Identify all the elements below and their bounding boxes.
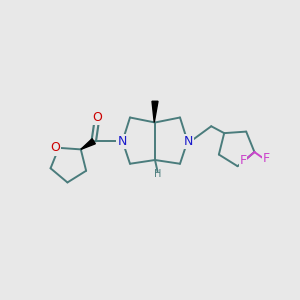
Text: F: F xyxy=(262,152,270,165)
Text: N: N xyxy=(183,135,193,148)
Text: O: O xyxy=(50,141,60,154)
Polygon shape xyxy=(152,101,158,122)
Text: F: F xyxy=(239,154,246,167)
Text: O: O xyxy=(92,111,102,124)
Text: H: H xyxy=(154,169,161,179)
Text: N: N xyxy=(117,135,127,148)
Polygon shape xyxy=(81,139,95,149)
